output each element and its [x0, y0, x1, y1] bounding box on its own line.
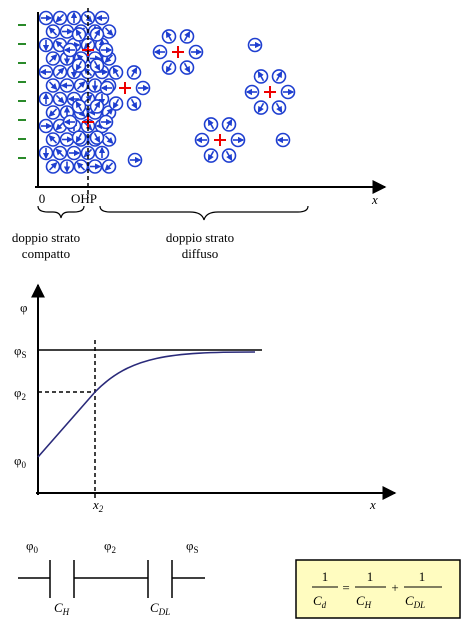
- tick-label: OHP: [71, 191, 97, 206]
- level-label: φS: [14, 343, 27, 360]
- level-label: φ0: [14, 453, 27, 470]
- tick-label: 0: [39, 191, 46, 206]
- node-label: φ2: [104, 538, 116, 555]
- axis-label: φ: [20, 300, 28, 315]
- equals: =: [342, 580, 349, 595]
- formula-box: [296, 560, 460, 618]
- circuit: [18, 560, 205, 598]
- label: diffuso: [182, 246, 219, 261]
- label: doppio strato: [12, 230, 80, 245]
- molecules: [18, 12, 295, 174]
- axis-label: x: [369, 497, 376, 512]
- level-label: φ2: [14, 385, 26, 402]
- plus: +: [391, 580, 398, 595]
- node-label: φ0: [26, 538, 39, 555]
- numerator: 1: [322, 569, 329, 584]
- page: 0 OHP x doppio strato compatto doppio st…: [0, 0, 470, 624]
- brace: [100, 206, 308, 220]
- brace: [38, 206, 84, 218]
- x2-label: x2: [92, 497, 104, 514]
- numerator: 1: [419, 569, 426, 584]
- axis-label: x: [371, 192, 378, 207]
- capacitor-label: CDL: [150, 600, 170, 617]
- label: doppio strato: [166, 230, 234, 245]
- numerator: 1: [367, 569, 374, 584]
- potential-curve: [38, 352, 255, 457]
- label: compatto: [22, 246, 70, 261]
- node-label: φS: [186, 538, 199, 555]
- capacitor-label: CH: [54, 600, 70, 617]
